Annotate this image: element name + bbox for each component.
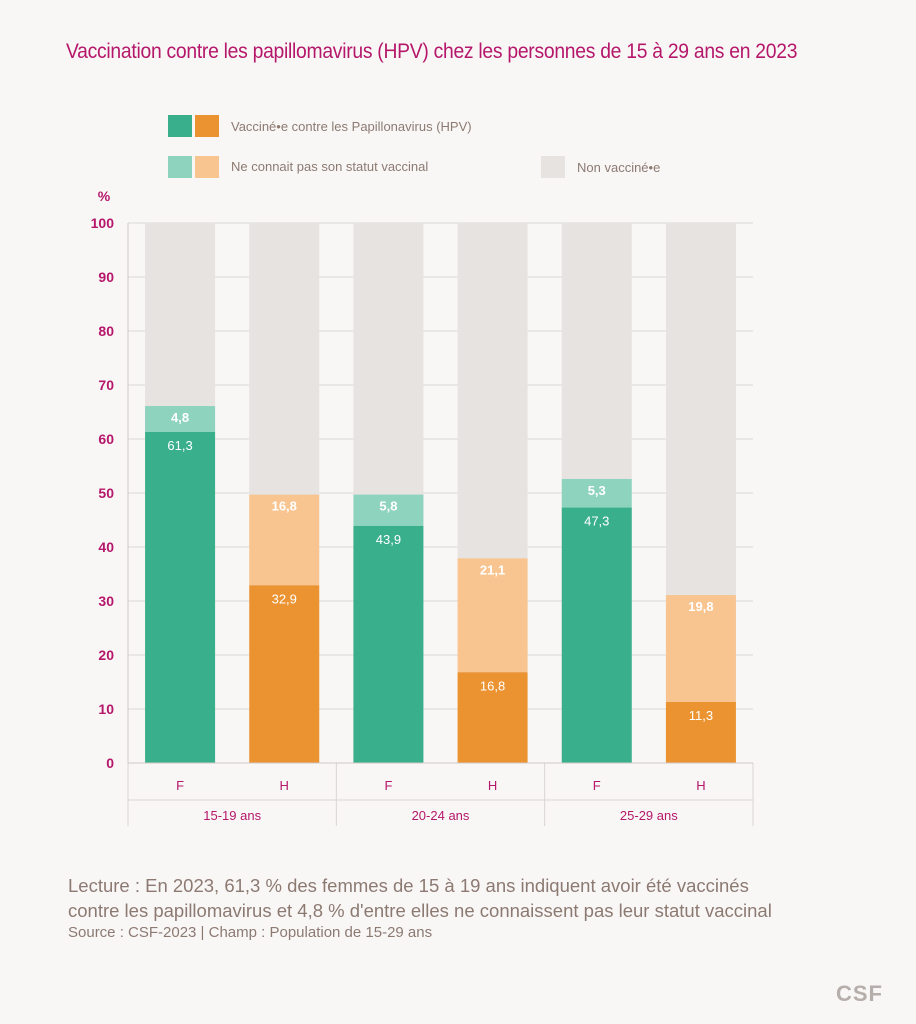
data-label-vaccinated: 47,3 [584,514,609,529]
stacked-bar-chart: Vacciné•e contre les Papillonavirus (HPV… [91,115,754,826]
legend-swatch-male-unknown [195,156,219,178]
data-label-unknown: 4,8 [171,410,189,425]
legend-swatch-male-vaccinated [195,115,219,137]
data-label-vaccinated: 32,9 [272,591,297,606]
bar-vaccinated [561,507,632,763]
legend-label-unknown: Ne connait pas son statut vaccinal [231,159,428,174]
data-label-unknown: 16,8 [272,499,297,514]
bars: 4,8 61,3 16,8 32,9 5,8 43,9 21,1 16,8 5,3 47,3 19,… [145,223,736,763]
legend-label-vaccinated: Vacciné•e contre les Papillonavirus (HPV… [231,119,472,134]
data-label-vaccinated: 61,3 [167,438,192,453]
csf-logo: CSF [836,981,883,1006]
bar-unknown [561,478,632,508]
y-tick-label: 50 [98,485,114,501]
x-group-label: 25-29 ans [620,808,678,823]
bar-unknown [353,494,424,526]
legend-label-not-vaccinated: Non vacciné•e [577,160,660,175]
x-axis: F H 15-19 ans F H 20-24 ans F H 25-29 ans [127,223,754,826]
bar-unknown [145,406,216,432]
y-tick-label: 10 [98,701,114,717]
data-label-unknown: 5,8 [379,499,397,514]
bar-unknown [457,558,528,673]
bar-vaccinated [249,585,320,763]
reading-note-line-2: contre les papillomavirus et 4,8 % d'ent… [68,900,772,921]
legend-swatch-female-unknown [168,156,192,178]
data-label-unknown: 19,8 [688,599,713,614]
x-tick-label-sex: F [176,778,184,793]
y-axis-ticks: 0 10 20 30 40 50 60 70 80 90 100 [91,215,115,771]
gridlines [128,222,753,764]
y-tick-label: 70 [98,377,114,393]
bar-vaccinated [145,431,216,763]
source-note: Source : CSF-2023 | Champ : Population d… [68,924,433,941]
y-tick-label: 100 [91,215,115,231]
bar-vaccinated [353,525,424,763]
data-label-unknown: 21,1 [480,562,505,577]
reading-note-line-1: Lecture : En 2023, 61,3 % des femmes de … [68,875,749,896]
bar-unknown [249,494,320,586]
x-tick-label-sex: F [384,778,392,793]
reading-note: Lecture : En 2023, 61,3 % des femmes de … [68,873,888,923]
x-group-label: 20-24 ans [412,808,470,823]
x-group-label: 15-19 ans [203,808,261,823]
legend-swatch-female-vaccinated [168,115,192,137]
x-tick-label-sex: H [696,778,705,793]
chart-title: Vaccination contre les papillomavirus (H… [66,40,798,63]
y-tick-label: 30 [98,593,114,609]
data-label-vaccinated: 11,3 [689,708,713,723]
bar-vaccinated [457,672,528,763]
x-tick-label-sex: H [488,778,497,793]
y-tick-label: 0 [106,755,114,771]
y-tick-label: 40 [98,539,114,555]
bar-vaccinated [665,701,736,763]
y-tick-label: 60 [98,431,114,447]
legend: Vacciné•e contre les Papillonavirus (HPV… [168,115,660,178]
bar-unknown [665,595,736,702]
data-label-vaccinated: 43,9 [376,532,401,547]
y-tick-label: 80 [98,323,114,339]
data-label-unknown: 5,3 [588,483,606,498]
legend-swatch-not-vaccinated [541,156,565,178]
x-tick-label-sex: F [593,778,601,793]
x-tick-label-sex: H [280,778,289,793]
y-tick-label: 90 [98,269,114,285]
y-tick-label: 20 [98,647,114,663]
data-label-vaccinated: 16,8 [480,678,505,693]
y-axis-unit-label: % [98,188,111,204]
